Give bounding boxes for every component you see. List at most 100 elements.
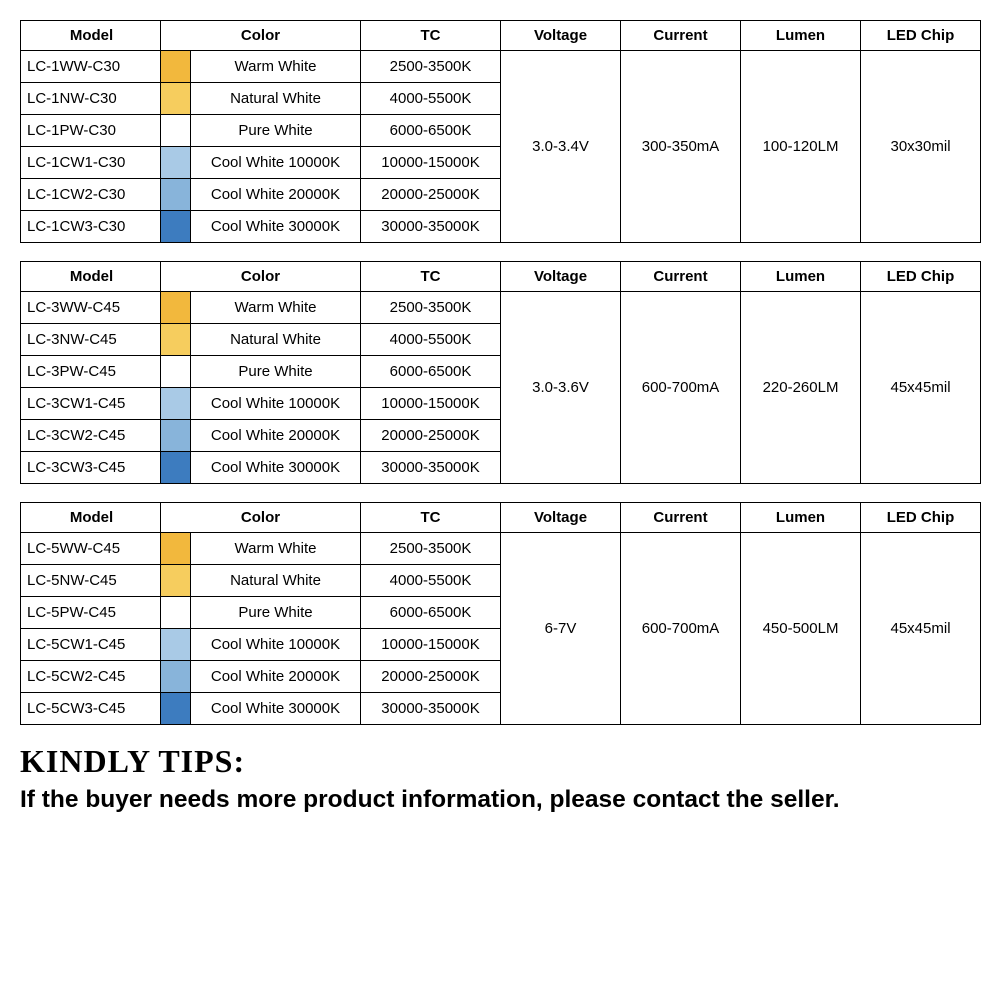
tc-cell: 10000-15000K xyxy=(361,629,501,661)
header-model: Model xyxy=(21,21,161,51)
table-row: LC-5WW-C45Warm White2500-3500K6-7V600-70… xyxy=(21,533,981,565)
header-chip: LED Chip xyxy=(861,262,981,292)
color-swatch xyxy=(161,51,191,83)
tips-title: KINDLY TIPS: xyxy=(20,743,980,780)
header-lumen: Lumen xyxy=(741,503,861,533)
header-current: Current xyxy=(621,503,741,533)
color-name-cell: Pure White xyxy=(191,115,361,147)
color-swatch xyxy=(161,629,191,661)
header-voltage: Voltage xyxy=(501,21,621,51)
model-cell: LC-3CW1-C45 xyxy=(21,388,161,420)
tc-cell: 4000-5500K xyxy=(361,565,501,597)
color-name-cell: Warm White xyxy=(191,292,361,324)
color-name-cell: Cool White 20000K xyxy=(191,661,361,693)
header-model: Model xyxy=(21,503,161,533)
lumen-cell: 100-120LM xyxy=(741,51,861,243)
tc-cell: 6000-6500K xyxy=(361,115,501,147)
color-name-cell: Cool White 30000K xyxy=(191,693,361,725)
color-name-cell: Pure White xyxy=(191,597,361,629)
model-cell: LC-1WW-C30 xyxy=(21,51,161,83)
color-name-cell: Cool White 30000K xyxy=(191,211,361,243)
voltage-cell: 3.0-3.6V xyxy=(501,292,621,484)
color-swatch xyxy=(161,597,191,629)
header-color: Color xyxy=(161,262,361,292)
tc-cell: 2500-3500K xyxy=(361,292,501,324)
spec-table-0: ModelColorTCVoltageCurrentLumenLED ChipL… xyxy=(20,20,981,243)
color-swatch xyxy=(161,179,191,211)
table-row: LC-1WW-C30Warm White2500-3500K3.0-3.4V30… xyxy=(21,51,981,83)
color-name-cell: Cool White 20000K xyxy=(191,179,361,211)
header-model: Model xyxy=(21,262,161,292)
color-name-cell: Cool White 30000K xyxy=(191,452,361,484)
color-name-cell: Natural White xyxy=(191,324,361,356)
header-tc: TC xyxy=(361,503,501,533)
model-cell: LC-1CW3-C30 xyxy=(21,211,161,243)
color-name-cell: Natural White xyxy=(191,565,361,597)
header-chip: LED Chip xyxy=(861,503,981,533)
model-cell: LC-1NW-C30 xyxy=(21,83,161,115)
color-swatch xyxy=(161,388,191,420)
table-row: LC-3WW-C45Warm White2500-3500K3.0-3.6V60… xyxy=(21,292,981,324)
voltage-cell: 3.0-3.4V xyxy=(501,51,621,243)
model-cell: LC-5NW-C45 xyxy=(21,565,161,597)
model-cell: LC-1CW2-C30 xyxy=(21,179,161,211)
model-cell: LC-1CW1-C30 xyxy=(21,147,161,179)
color-name-cell: Cool White 20000K xyxy=(191,420,361,452)
header-color: Color xyxy=(161,503,361,533)
tc-cell: 4000-5500K xyxy=(361,324,501,356)
header-current: Current xyxy=(621,262,741,292)
color-swatch xyxy=(161,292,191,324)
header-tc: TC xyxy=(361,21,501,51)
tc-cell: 2500-3500K xyxy=(361,51,501,83)
color-name-cell: Pure White xyxy=(191,356,361,388)
tips-text: If the buyer needs more product informat… xyxy=(20,786,980,814)
current-cell: 600-700mA xyxy=(621,292,741,484)
tc-cell: 30000-35000K xyxy=(361,211,501,243)
chip-cell: 45x45mil xyxy=(861,292,981,484)
lumen-cell: 220-260LM xyxy=(741,292,861,484)
model-cell: LC-5WW-C45 xyxy=(21,533,161,565)
color-name-cell: Cool White 10000K xyxy=(191,388,361,420)
color-swatch xyxy=(161,565,191,597)
model-cell: LC-3PW-C45 xyxy=(21,356,161,388)
tc-cell: 4000-5500K xyxy=(361,83,501,115)
model-cell: LC-5CW3-C45 xyxy=(21,693,161,725)
color-name-cell: Cool White 10000K xyxy=(191,629,361,661)
tc-cell: 6000-6500K xyxy=(361,597,501,629)
tc-cell: 10000-15000K xyxy=(361,388,501,420)
tc-cell: 20000-25000K xyxy=(361,661,501,693)
header-color: Color xyxy=(161,21,361,51)
chip-cell: 45x45mil xyxy=(861,533,981,725)
color-swatch xyxy=(161,83,191,115)
tc-cell: 30000-35000K xyxy=(361,452,501,484)
header-chip: LED Chip xyxy=(861,21,981,51)
color-swatch xyxy=(161,420,191,452)
voltage-cell: 6-7V xyxy=(501,533,621,725)
spec-table-1: ModelColorTCVoltageCurrentLumenLED ChipL… xyxy=(20,261,981,484)
model-cell: LC-3CW3-C45 xyxy=(21,452,161,484)
current-cell: 600-700mA xyxy=(621,533,741,725)
color-swatch xyxy=(161,356,191,388)
header-lumen: Lumen xyxy=(741,262,861,292)
header-voltage: Voltage xyxy=(501,262,621,292)
color-swatch xyxy=(161,147,191,179)
header-tc: TC xyxy=(361,262,501,292)
tc-cell: 20000-25000K xyxy=(361,420,501,452)
chip-cell: 30x30mil xyxy=(861,51,981,243)
header-voltage: Voltage xyxy=(501,503,621,533)
tc-cell: 6000-6500K xyxy=(361,356,501,388)
spec-tables-container: ModelColorTCVoltageCurrentLumenLED ChipL… xyxy=(20,20,980,725)
color-swatch xyxy=(161,693,191,725)
current-cell: 300-350mA xyxy=(621,51,741,243)
color-name-cell: Natural White xyxy=(191,83,361,115)
tc-cell: 2500-3500K xyxy=(361,533,501,565)
model-cell: LC-3CW2-C45 xyxy=(21,420,161,452)
color-swatch xyxy=(161,533,191,565)
tc-cell: 30000-35000K xyxy=(361,693,501,725)
color-name-cell: Warm White xyxy=(191,533,361,565)
color-swatch xyxy=(161,324,191,356)
model-cell: LC-5CW1-C45 xyxy=(21,629,161,661)
model-cell: LC-3NW-C45 xyxy=(21,324,161,356)
model-cell: LC-5PW-C45 xyxy=(21,597,161,629)
model-cell: LC-5CW2-C45 xyxy=(21,661,161,693)
